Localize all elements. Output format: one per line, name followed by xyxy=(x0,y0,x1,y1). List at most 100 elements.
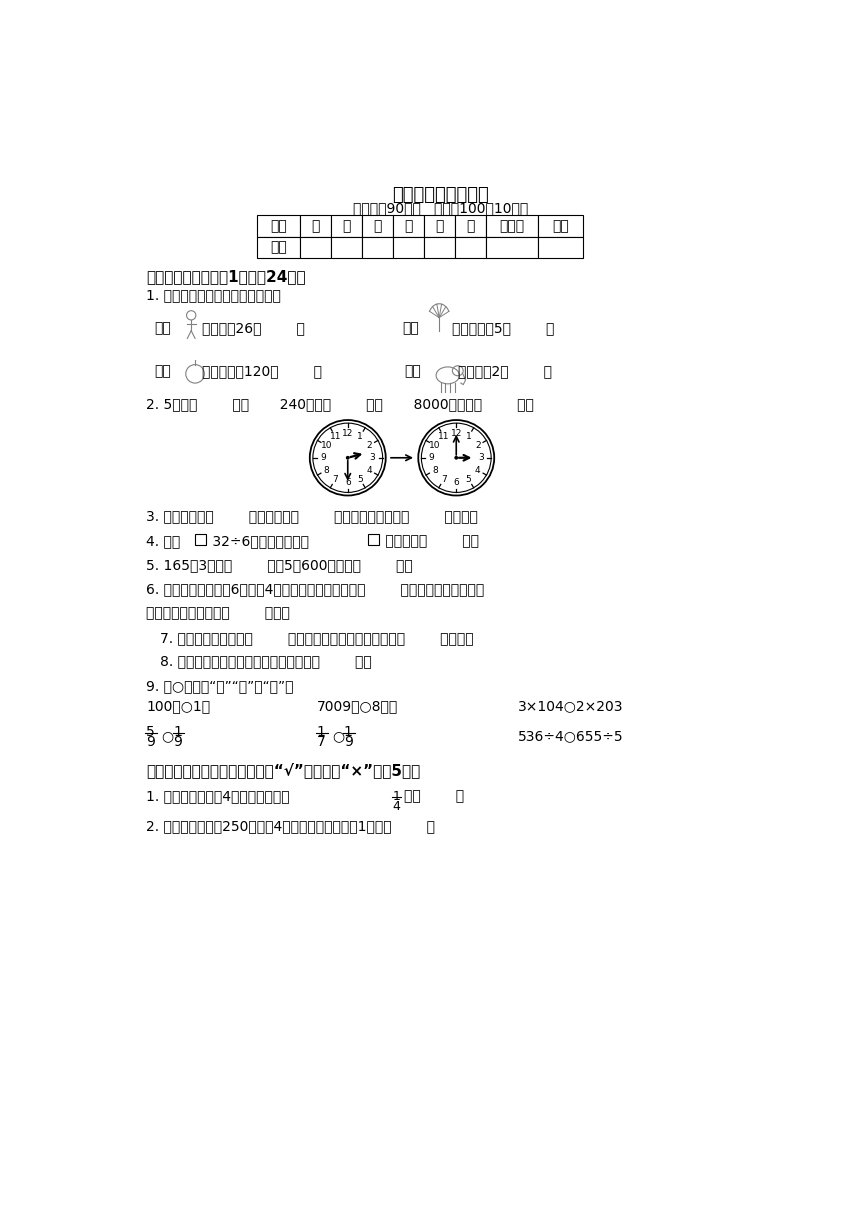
Text: 32÷6的商是三位数，: 32÷6的商是三位数， xyxy=(208,534,310,548)
Circle shape xyxy=(313,423,383,492)
Text: 10: 10 xyxy=(429,441,440,450)
Text: 7: 7 xyxy=(333,474,338,484)
Text: 一个: 一个 xyxy=(402,321,419,336)
Text: 11: 11 xyxy=(329,432,341,441)
Bar xyxy=(195,534,206,545)
Text: 1: 1 xyxy=(174,725,182,739)
Text: ○: ○ xyxy=(162,730,174,743)
Text: 10: 10 xyxy=(321,441,332,450)
Bar xyxy=(257,237,299,258)
Text: 的质量约为5（        ）: 的质量约为5（ ） xyxy=(452,321,555,336)
Text: 6. 一块长方形菜地长6米，宽4米，这块菜地的周长是（        ）米。与它周长相等的: 6. 一块长方形菜地长6米，宽4米，这块菜地的周长是（ ）米。与它周长相等的 xyxy=(146,581,484,596)
Text: 9: 9 xyxy=(146,734,155,749)
Circle shape xyxy=(421,423,491,492)
Text: 二: 二 xyxy=(342,219,350,233)
Text: 7: 7 xyxy=(441,474,446,484)
Bar xyxy=(538,215,582,237)
Text: 的体重是2（        ）: 的体重是2（ ） xyxy=(458,364,552,378)
Text: 5: 5 xyxy=(466,474,471,484)
Bar xyxy=(455,237,486,258)
Text: 5. 165的3倍是（        ），5个600的和是（        ）。: 5. 165的3倍是（ ），5个600的和是（ ）。 xyxy=(146,558,413,573)
Bar xyxy=(299,215,331,237)
Text: 里最小填（        ）。: 里最小填（ ）。 xyxy=(381,534,479,548)
Text: 6: 6 xyxy=(453,478,459,486)
Text: 4: 4 xyxy=(393,800,401,812)
Text: 一: 一 xyxy=(311,219,319,233)
Bar xyxy=(424,215,455,237)
Text: 5: 5 xyxy=(146,725,155,739)
Bar xyxy=(299,237,331,258)
Text: 附加题: 附加题 xyxy=(500,219,525,233)
Bar xyxy=(538,237,582,258)
Text: 4. 如果: 4. 如果 xyxy=(146,534,185,548)
Text: 一、填一填。（每空1分，共24分）: 一、填一填。（每空1分，共24分） xyxy=(146,269,306,285)
Bar xyxy=(455,215,486,237)
Bar xyxy=(331,237,362,258)
Bar xyxy=(424,237,455,258)
Text: 100秒○1分: 100秒○1分 xyxy=(146,699,211,713)
Text: 5: 5 xyxy=(357,474,363,484)
Text: 2. 5分＝（        ）秒       240分＝（        ）时       8000千克＝（        ）吨: 2. 5分＝（ ）秒 240分＝（ ）时 8000千克＝（ ）吨 xyxy=(146,396,534,411)
Text: 1. 在括号里填上合适的计量单位。: 1. 在括号里填上合适的计量单位。 xyxy=(146,288,281,303)
Circle shape xyxy=(418,420,494,495)
Bar xyxy=(368,534,378,545)
Bar xyxy=(362,215,393,237)
Text: 2. 一头牛的体重是250千克，4头这样的牛的体重是1吨。（        ）: 2. 一头牛的体重是250千克，4头这样的牛的体重是1吨。（ ） xyxy=(146,818,435,833)
Text: 的质量约是120（        ）: 的质量约是120（ ） xyxy=(202,364,322,378)
Text: 7: 7 xyxy=(316,734,325,749)
Text: 一个: 一个 xyxy=(154,364,171,378)
Text: 正方形菜地的边长是（        ）米。: 正方形菜地的边长是（ ）米。 xyxy=(146,607,290,620)
Text: 8: 8 xyxy=(432,466,438,474)
Text: 3: 3 xyxy=(370,454,376,462)
Text: 1. 把一个西瓜分成4份，每份是它的: 1. 把一个西瓜分成4份，每份是它的 xyxy=(146,789,290,804)
Text: 9: 9 xyxy=(320,454,326,462)
Text: 的体重是26（        ）: 的体重是26（ ） xyxy=(202,321,305,336)
Text: 2: 2 xyxy=(366,441,372,450)
Text: 11: 11 xyxy=(438,432,450,441)
Circle shape xyxy=(454,456,458,460)
Circle shape xyxy=(310,420,386,495)
Text: 总分: 总分 xyxy=(552,219,568,233)
Text: 3×104○2×203: 3×104○2×203 xyxy=(519,699,623,713)
Text: 期末素养达标测试卷: 期末素养达标测试卷 xyxy=(392,186,489,204)
Text: 12: 12 xyxy=(342,428,353,438)
Bar xyxy=(393,215,424,237)
Text: 4: 4 xyxy=(366,466,372,474)
Text: 二、火眼金睛辨对错。（对的画“√”，错的画“×”）（5分）: 二、火眼金睛辨对错。（对的画“√”，错的画“×”）（5分） xyxy=(146,762,421,778)
Text: 536÷4○655÷5: 536÷4○655÷5 xyxy=(519,730,623,743)
Bar xyxy=(393,237,424,258)
Text: 四: 四 xyxy=(404,219,413,233)
Text: 8. 当你面向西北方向时，背对的方向是（        ）。: 8. 当你面向西北方向时，背对的方向是（ ）。 xyxy=(160,654,372,668)
Bar xyxy=(257,215,299,237)
Text: 9: 9 xyxy=(344,734,353,749)
Text: 得分: 得分 xyxy=(270,241,286,254)
Text: 1: 1 xyxy=(393,789,401,803)
Text: 3: 3 xyxy=(478,454,484,462)
Text: （时间：90分钟   分数：100＋10分）: （时间：90分钟 分数：100＋10分） xyxy=(353,202,528,215)
Text: 1: 1 xyxy=(316,725,326,739)
Text: 五: 五 xyxy=(435,219,444,233)
Bar xyxy=(331,215,362,237)
Text: ○: ○ xyxy=(332,730,344,743)
Text: 4: 4 xyxy=(475,466,481,474)
Text: 3. 兰兰练琴从（        ）开始，到（        ）结束，一共练了（        ）分钟。: 3. 兰兰练琴从（ ）开始，到（ ）结束，一共练了（ ）分钟。 xyxy=(146,510,478,523)
Text: 1: 1 xyxy=(344,725,353,739)
Text: 一头: 一头 xyxy=(404,364,421,378)
Text: 7009克○8千克: 7009克○8千克 xyxy=(316,699,398,713)
Text: 一个: 一个 xyxy=(154,321,171,336)
Text: 题号: 题号 xyxy=(270,219,286,233)
Text: 7. 火车车厢的运动是（        ）现象。飞机螺旋桨的运动是（        ）现象。: 7. 火车车厢的运动是（ ）现象。飞机螺旋桨的运动是（ ）现象。 xyxy=(160,631,474,644)
Bar xyxy=(486,237,538,258)
Circle shape xyxy=(346,456,350,460)
Text: 。（        ）: 。（ ） xyxy=(403,789,464,804)
Text: 8: 8 xyxy=(323,466,329,474)
Text: 12: 12 xyxy=(451,428,462,438)
Text: 2: 2 xyxy=(475,441,481,450)
Text: 9: 9 xyxy=(174,734,182,749)
Text: 6: 6 xyxy=(345,478,351,486)
Text: 9: 9 xyxy=(428,454,434,462)
Text: 三: 三 xyxy=(373,219,381,233)
Bar xyxy=(486,215,538,237)
Text: 1: 1 xyxy=(466,432,471,441)
Text: 1: 1 xyxy=(357,432,363,441)
